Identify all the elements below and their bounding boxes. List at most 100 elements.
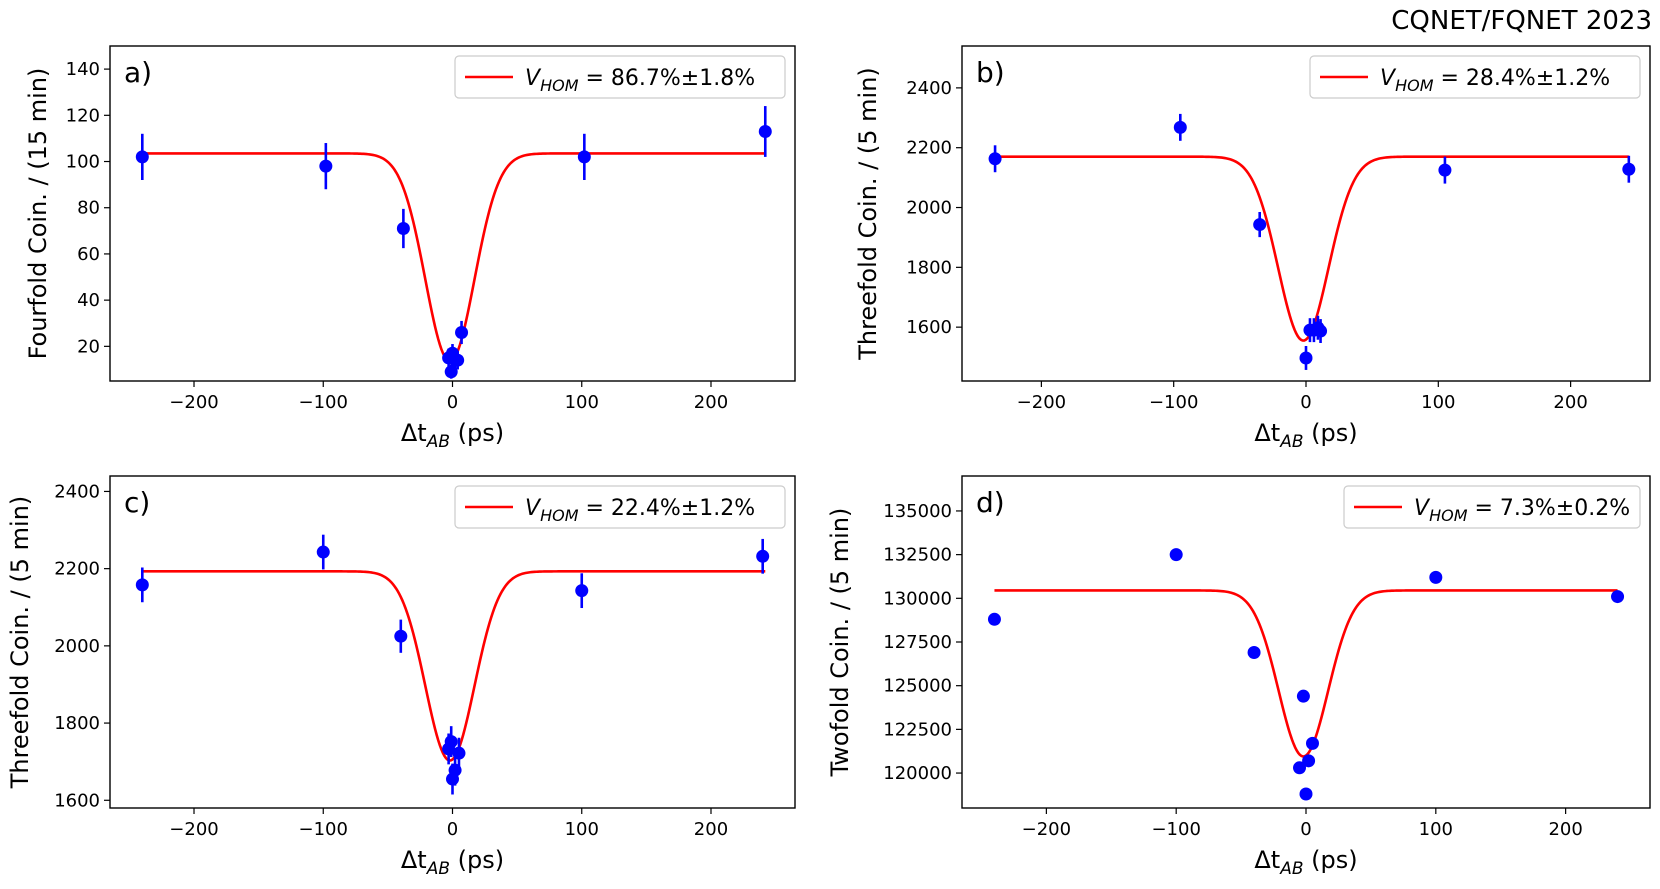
data-point [1299,351,1313,365]
legend-text: VHOM = 22.4%±1.2% [525,496,755,525]
legend-box [454,485,786,529]
data-point [987,612,1001,626]
chart-panel-d: −200 −100 0 100 200 120000 122500 125000 127500 1… [826,475,1651,879]
x-axis-label-unit: (ps) [1304,419,1358,447]
legend-text: VHOM = 28.4%±1.2% [1380,66,1610,95]
legend-subscript: HOM [1395,76,1434,95]
data-point [1314,324,1328,338]
y-tick-label: 1800 [54,713,100,734]
panel-label: b) [976,56,1005,89]
x-axis-label-sub: AB [1279,432,1303,452]
x-tick-label: 200 [1553,392,1587,413]
x-tick-label: 200 [694,392,728,413]
x-tick-label: 200 [1548,819,1582,840]
data-point [577,150,591,164]
y-tick-label: 2400 [906,78,952,99]
x-tick-label: 0 [447,392,458,413]
legend-value: = 28.4%±1.2% [1434,66,1611,91]
x-axis-label-main: Δt [401,846,427,874]
data-point [316,545,330,559]
x-axis-label-unit: (ps) [1304,846,1358,874]
y-tick-label: 60 [77,244,100,265]
x-tick-label: −100 [299,392,348,413]
data-point [1253,218,1267,232]
x-tick-label: 0 [1300,819,1311,840]
x-tick-label: −100 [1149,392,1198,413]
y-tick-label: 120 [66,105,100,126]
x-tick-label: 100 [1419,819,1453,840]
data-point [135,578,149,592]
panel-label: a) [124,56,152,89]
x-axis-label-sub: AB [426,859,450,879]
x-tick-label: −200 [1022,819,1071,840]
y-tick-label: 2000 [906,198,952,219]
legend-symbol: V [525,66,542,91]
y-tick-label: 135000 [883,501,952,522]
data-point [319,159,333,173]
data-point [1438,163,1452,177]
data-point [1622,162,1636,176]
legend-subscript: HOM [1429,506,1468,525]
data-point [394,629,408,643]
data-point [758,124,772,138]
x-axis-label-sub: AB [1279,859,1303,879]
y-tick-label: 125000 [883,676,952,697]
data-point [135,150,149,164]
data-point [1429,570,1443,584]
legend-box [454,55,786,99]
chart-panel-c: −200 −100 0 100 200 1600 1800 2000 2200 2400 Three… [6,475,796,879]
legend-text: VHOM = 86.7%±1.8% [525,66,755,95]
y-tick-label: 130000 [883,588,952,609]
y-tick-label: 122500 [883,719,952,740]
legend-symbol: V [1414,496,1431,521]
legend-text: VHOM = 7.3%±0.2% [1414,496,1630,525]
legend: VHOM = 86.7%±1.8% [454,55,786,99]
data-point [451,353,465,367]
x-axis-label-unit: (ps) [450,846,504,874]
x-tick-label: −200 [1017,392,1066,413]
y-tick-label: 140 [66,59,100,80]
data-point [452,746,466,760]
x-tick-label: 200 [694,819,728,840]
legend-symbol: V [1380,66,1397,91]
y-tick-label: 80 [77,198,100,219]
data-point [1302,754,1316,768]
legend-symbol: V [525,496,542,521]
x-tick-label: −100 [1151,819,1200,840]
y-tick-label: 132500 [883,545,952,566]
fit-curve [995,155,1629,342]
y-axis-label: Twofold Coin. / (5 min) [826,508,854,778]
data-point [1299,787,1313,801]
panel-label: c) [124,486,150,519]
data-point [575,584,589,598]
chart-panel-a: −200 −100 0 100 200 20 40 60 80 100 120 140 Fourfold… [24,45,796,452]
y-tick-label: 2200 [54,559,100,580]
data-point [1305,736,1319,750]
y-tick-label: 120000 [883,763,952,784]
legend-value: = 7.3%±0.2% [1468,496,1631,521]
x-axis-label: ΔtAB (ps) [401,846,504,879]
y-tick-label: 2000 [54,636,100,657]
x-axis-label: ΔtAB (ps) [1254,419,1357,452]
x-axis-label: ΔtAB (ps) [1254,846,1357,879]
y-tick-label: 100 [66,152,100,173]
x-axis-label-main: Δt [401,419,427,447]
x-tick-label: −200 [169,819,218,840]
panel-label: d) [976,486,1005,519]
legend-box [1309,55,1641,99]
x-tick-label: 0 [1300,392,1311,413]
x-tick-label: 100 [1421,392,1455,413]
legend-value: = 86.7%±1.8% [579,66,756,91]
y-tick-label: 1600 [54,790,100,811]
x-tick-label: 100 [565,392,599,413]
y-tick-label: 2400 [54,481,100,502]
data-point [444,735,458,749]
figure-header: CQNET/FQNET 2023 [1391,6,1652,36]
data-point [1611,590,1625,604]
data-point [396,222,410,236]
legend-subscript: HOM [540,506,579,525]
y-tick-label: 1600 [906,317,952,338]
data-point [756,549,770,563]
x-tick-label: 100 [565,819,599,840]
